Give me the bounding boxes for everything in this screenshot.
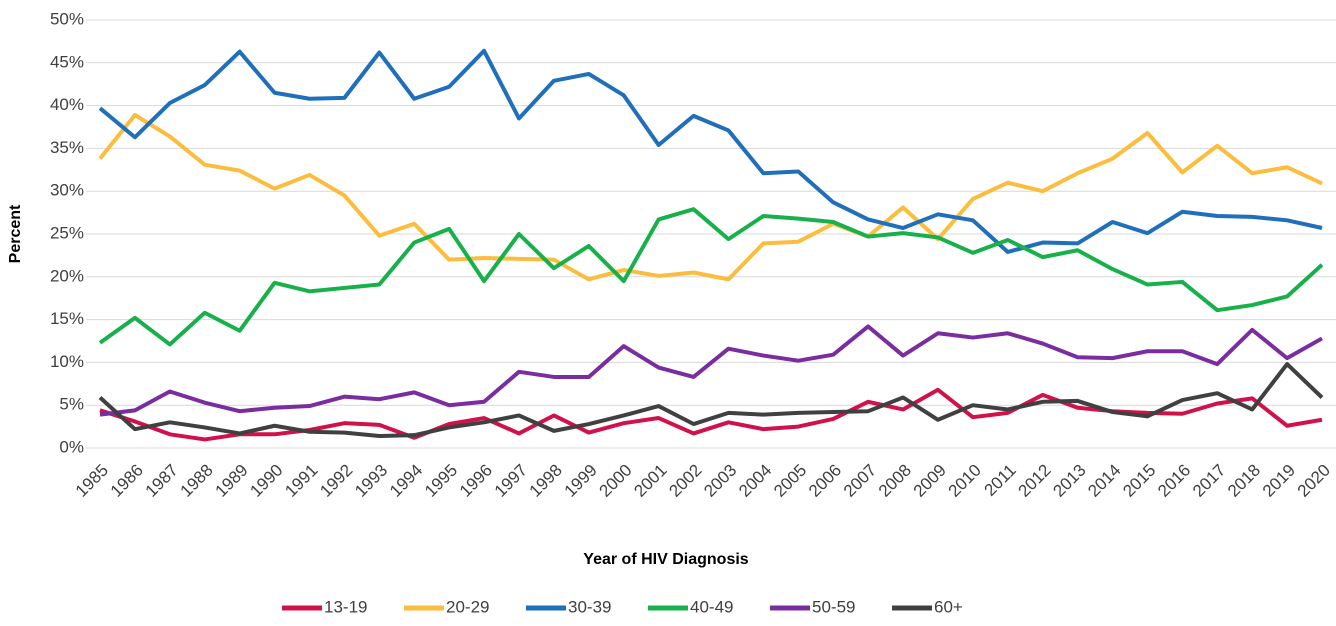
y-tick-label: 25% [50, 223, 84, 242]
x-axis-title: Year of HIV Diagnosis [583, 551, 748, 568]
x-tick-label: 2019 [1259, 461, 1299, 501]
x-tick-label: 2012 [1015, 461, 1055, 501]
legend-label: 40-49 [690, 597, 733, 616]
y-tick-label: 15% [50, 309, 84, 328]
x-tick-label: 1998 [526, 461, 566, 501]
legend-label: 50-59 [812, 597, 855, 616]
x-tick-label: 1989 [211, 461, 251, 501]
series-line [98, 48, 1323, 254]
x-tick-label: 2005 [770, 461, 810, 501]
x-tick-label: 2018 [1224, 461, 1264, 501]
series-line [98, 207, 1324, 347]
legend-label: 30-39 [568, 597, 611, 616]
x-tick-label: 2013 [1049, 461, 1089, 501]
x-tick-label: 1996 [456, 461, 496, 501]
x-tick-label: 2020 [1294, 461, 1334, 501]
x-tick-label: 1990 [246, 461, 286, 501]
x-tick-label: 2010 [945, 461, 985, 501]
y-tick-label: 30% [50, 181, 84, 200]
x-tick-label: 2008 [875, 461, 915, 501]
x-tick-label: 2003 [700, 461, 740, 501]
x-tick-label: 1987 [142, 461, 182, 501]
x-tick-label: 1999 [561, 461, 601, 501]
y-tick-label: 10% [50, 352, 84, 371]
y-tick-label: 50% [50, 9, 84, 28]
y-tick-label: 0% [59, 437, 84, 456]
x-tick-label: 1991 [281, 461, 321, 501]
y-axis-title: Percent [7, 204, 24, 263]
x-tick-label: 2000 [596, 461, 636, 501]
x-tick-label: 2015 [1119, 461, 1159, 501]
x-tick-label: 1988 [177, 461, 217, 501]
x-tick-label: 2004 [735, 461, 775, 501]
legend-label: 60+ [934, 597, 963, 616]
x-tick-label: 2002 [665, 461, 705, 501]
y-tick-label: 40% [50, 95, 84, 114]
x-tick-label: 2014 [1084, 461, 1124, 501]
x-tick-label: 2011 [980, 461, 1019, 500]
x-tick-label: 2006 [805, 461, 845, 501]
x-tick-label: 1986 [107, 461, 147, 501]
x-tick-label: 1995 [421, 461, 461, 501]
series-line [98, 362, 1324, 439]
series-line [99, 324, 1323, 417]
x-tick-label: 2016 [1154, 461, 1194, 501]
x-tick-label: 1994 [386, 461, 426, 501]
x-tick-label: 2009 [910, 461, 950, 501]
x-tick-label: 1993 [351, 461, 391, 501]
y-tick-label: 35% [50, 138, 84, 157]
x-tick-label: 1997 [491, 461, 531, 501]
legend-label: 20-29 [446, 597, 489, 616]
legend-label: 13-19 [324, 597, 367, 616]
y-tick-label: 20% [50, 266, 84, 285]
x-tick-label: 2007 [840, 461, 880, 501]
y-tick-label: 5% [59, 395, 84, 414]
x-tick-label: 2017 [1189, 461, 1229, 501]
y-tick-label: 45% [50, 52, 84, 71]
x-tick-label: 2001 [630, 461, 670, 501]
series-line [98, 113, 1323, 282]
x-tick-label: 1992 [316, 461, 356, 501]
x-tick-label: 1985 [72, 461, 112, 501]
